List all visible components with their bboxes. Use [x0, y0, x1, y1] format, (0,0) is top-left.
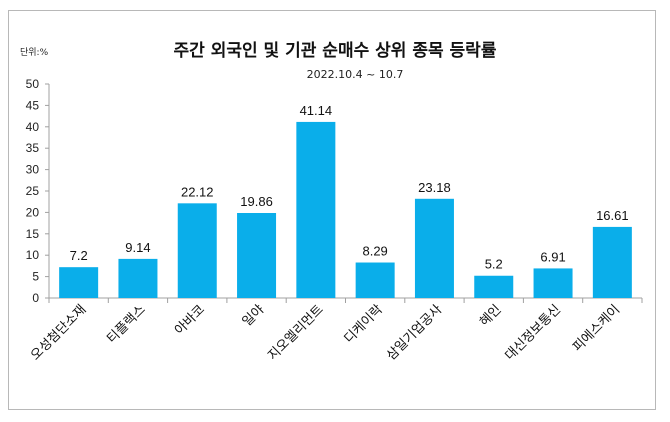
y-tick-label: 0	[32, 291, 39, 305]
y-tick-label: 45	[26, 98, 40, 112]
category-label: 오성첨단소재	[28, 302, 89, 363]
y-tick-label: 15	[26, 227, 40, 241]
chart-frame	[8, 10, 656, 410]
unit-label: 단위:%	[20, 47, 49, 58]
category-label: 아바코	[172, 302, 208, 338]
y-tick-label: 30	[26, 163, 40, 177]
y-tick-label: 25	[26, 184, 40, 198]
data-label: 8.29	[362, 244, 387, 259]
bar	[296, 121, 336, 298]
bar	[177, 203, 217, 298]
chart-title: 주간 외국인 및 기관 순매수 상위 종목 등락률	[174, 41, 497, 61]
category-label: 삼일기업공사	[384, 302, 445, 363]
chart-subtitle: 2022.10.4 ~ 10.7	[307, 68, 404, 81]
data-label: 16.61	[596, 208, 629, 223]
y-tick-label: 5	[32, 270, 39, 284]
y-tick-label: 40	[26, 120, 40, 134]
bar	[355, 262, 395, 298]
category-label: 피에스케이	[570, 302, 623, 355]
y-tick-label: 50	[26, 77, 40, 91]
bar	[592, 226, 632, 298]
category-label: 지오엘리먼트	[265, 302, 326, 363]
data-label: 22.12	[181, 184, 214, 199]
data-label: 23.18	[418, 180, 451, 195]
category-label: 대신정보통신	[503, 302, 564, 363]
bar	[118, 258, 158, 298]
bar	[474, 275, 514, 298]
bar	[59, 267, 99, 298]
data-label: 5.2	[485, 257, 503, 272]
data-label: 19.86	[240, 194, 273, 209]
y-tick-label: 35	[26, 141, 40, 155]
bar	[237, 212, 277, 298]
data-label: 41.14	[300, 103, 333, 118]
category-label: 일야	[240, 302, 268, 330]
category-label: 혜인	[477, 302, 505, 330]
data-label: 6.91	[540, 249, 565, 264]
category-label: 티플랙스	[104, 302, 148, 346]
bar	[414, 198, 454, 298]
y-tick-label: 10	[26, 248, 40, 262]
category-label: 디케이락	[342, 302, 386, 346]
data-label: 7.2	[70, 248, 88, 263]
data-label: 9.14	[125, 240, 150, 255]
y-tick-label: 20	[26, 205, 40, 219]
bar	[533, 268, 573, 298]
